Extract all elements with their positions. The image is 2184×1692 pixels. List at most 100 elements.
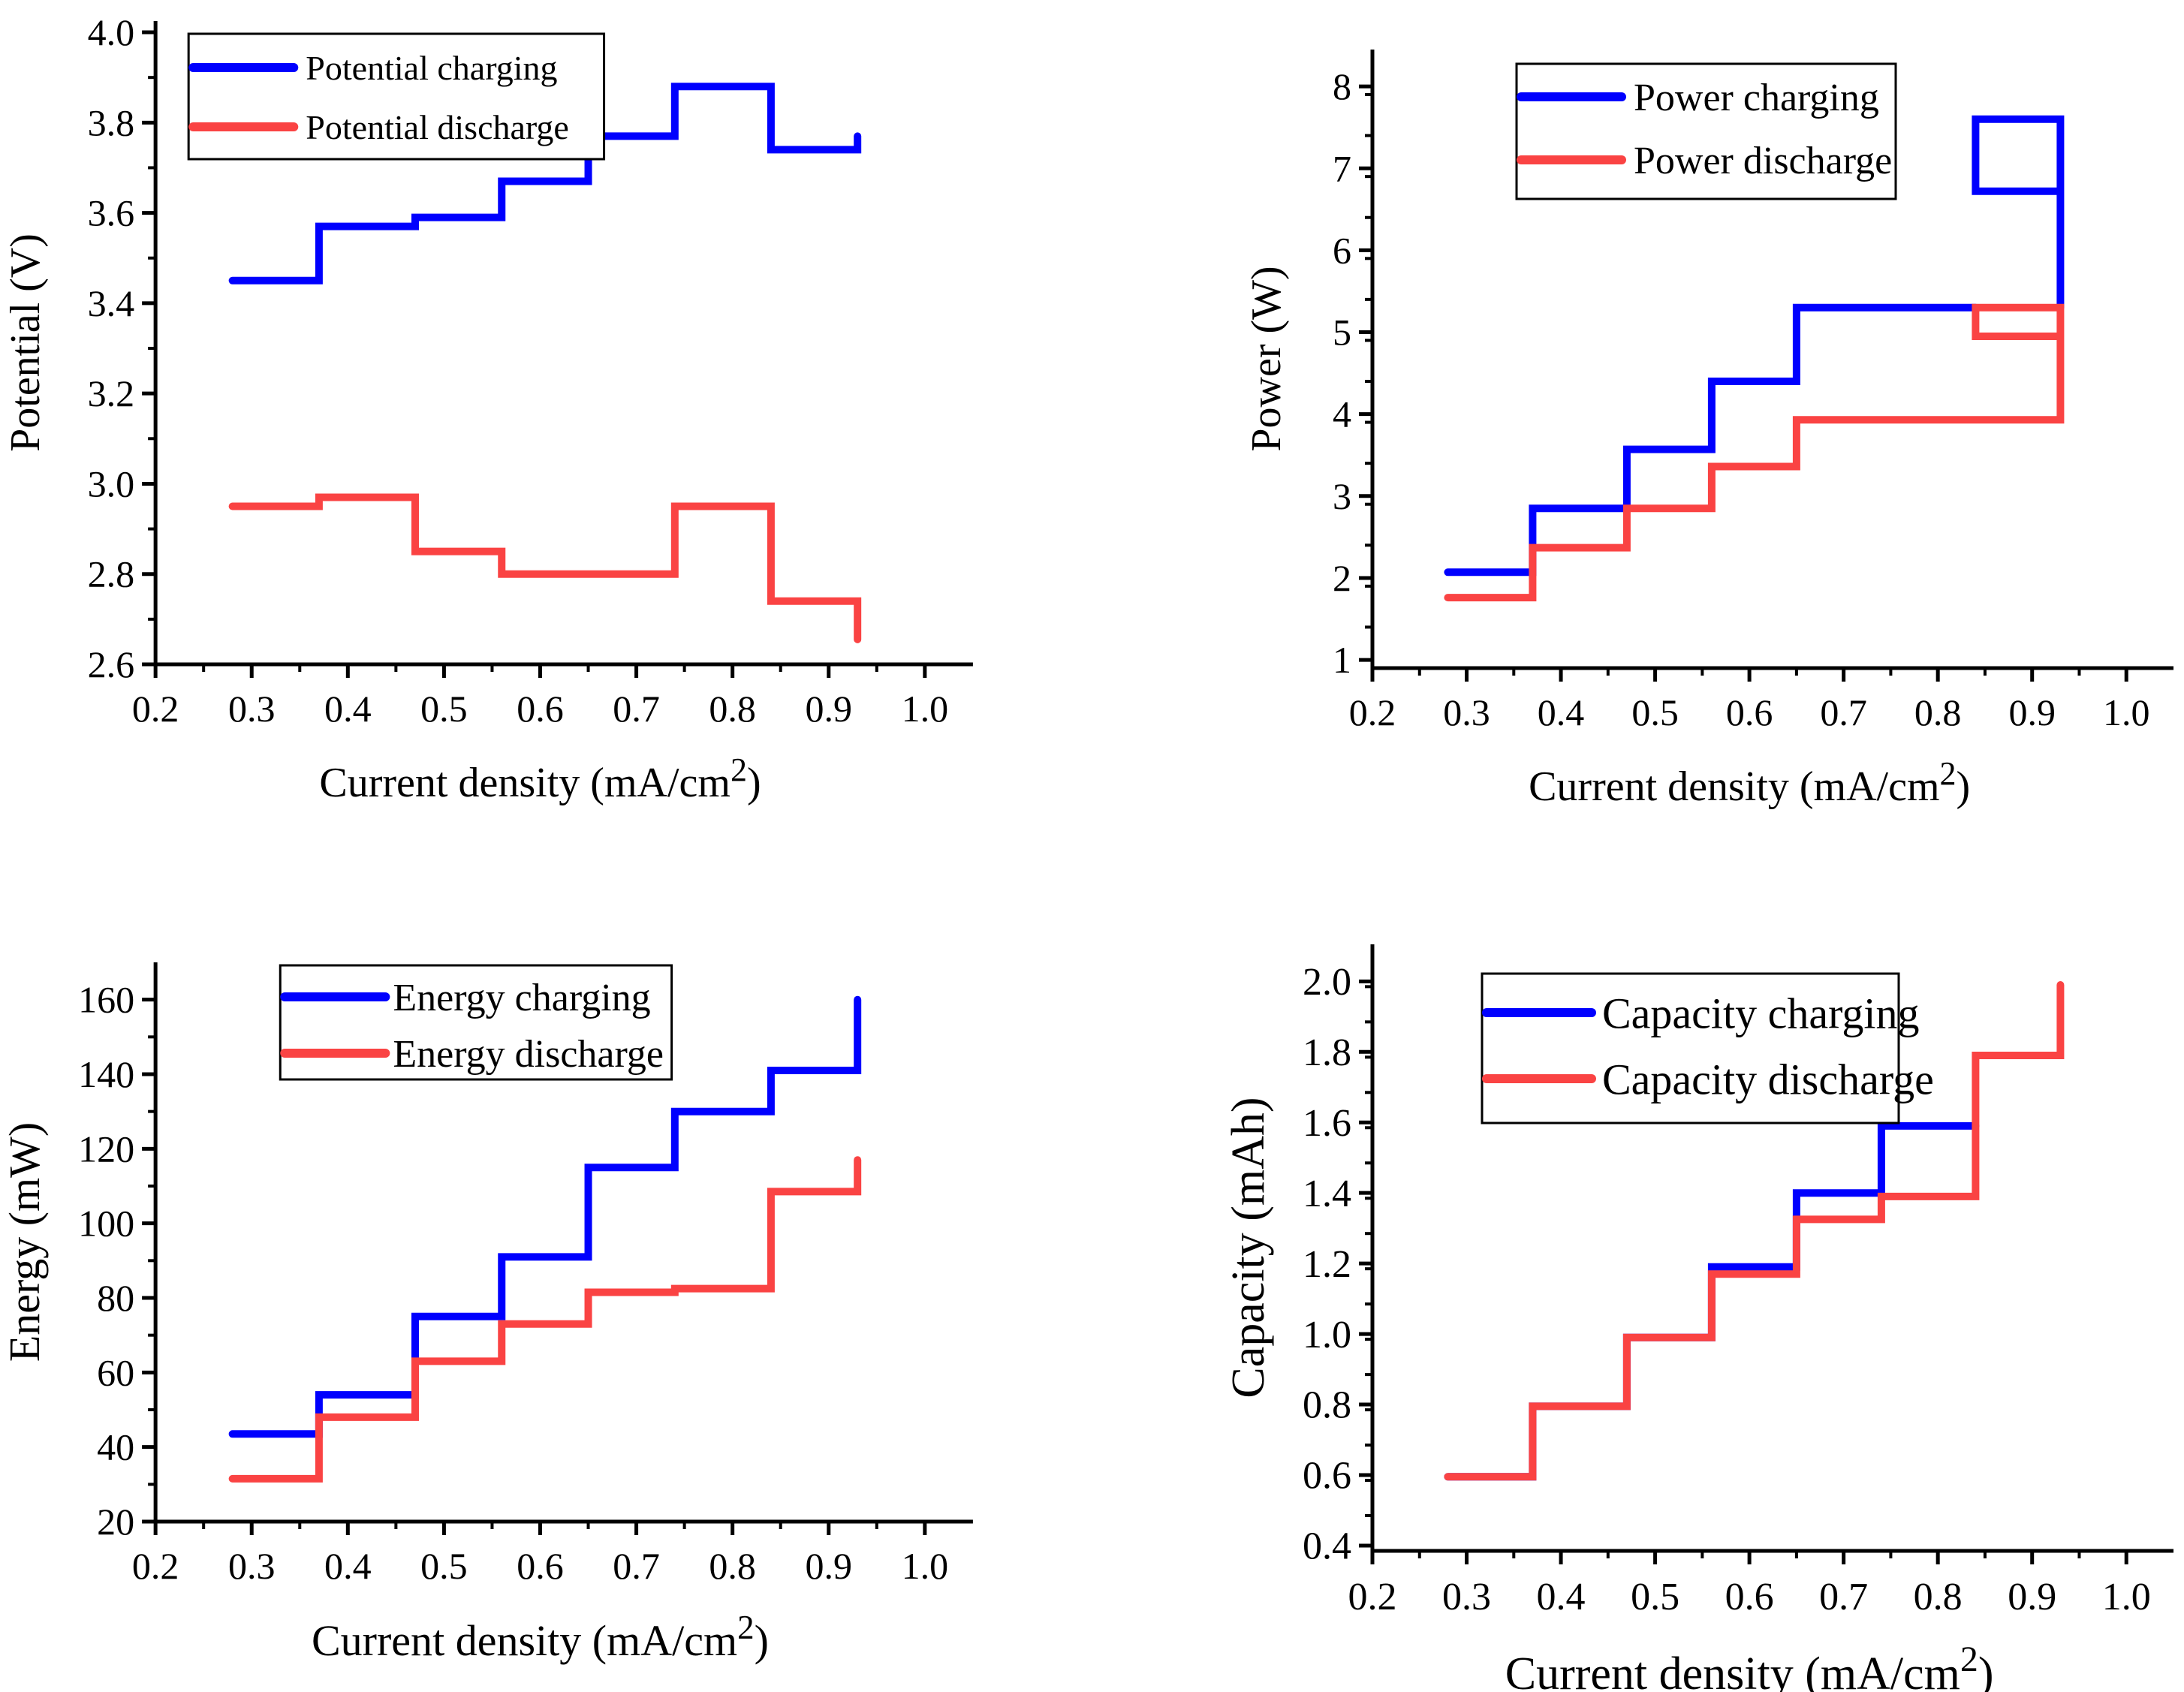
x-tick-label: 1.0 — [902, 1545, 949, 1587]
y-tick-label: 7 — [1333, 147, 1351, 189]
x-axis-title: Current density (mA/cm2) — [312, 1609, 769, 1665]
series-line-energy-discharge — [228, 1156, 862, 1483]
y-tick-label: 4 — [1333, 393, 1351, 435]
y-tick-label: 0.8 — [1303, 1384, 1351, 1427]
y-tick-label: 3.6 — [88, 192, 135, 234]
chart-energy: 0.2 0.3 0.4 0.5 0.6 0.7 0.8 0.9 1.0 20 40 60 80 100 12… — [0, 962, 973, 1665]
y-axis-title: Potential (V) — [2, 233, 49, 452]
series-line-potential-charging — [228, 83, 862, 285]
legend-box — [1481, 972, 1900, 1124]
y-tick-label: 80 — [97, 1277, 134, 1319]
x-tick-label: 0.7 — [1820, 691, 1867, 733]
y-tick-label: 3.8 — [88, 101, 135, 143]
chart-cell-capacity: 0.2 0.3 0.4 0.5 0.6 0.7 0.8 0.9 1.0 0.4 0.6 0.8 1.0 1… — [1092, 846, 2184, 1692]
x-tick-label: 0.6 — [1725, 1576, 1774, 1618]
legend-label: Capacity discharge — [1602, 1055, 1934, 1103]
y-tick-label: 6 — [1333, 229, 1351, 271]
chart-cell-power: 0.2 0.3 0.4 0.5 0.6 0.7 0.8 0.9 1.0 1 2 3 4 5 6 7 8 Power… — [1092, 0, 2184, 846]
chart-capacity: 0.2 0.3 0.4 0.5 0.6 0.7 0.8 0.9 1.0 0.4 0.6 0.8 1.0 1… — [1223, 944, 2173, 1692]
x-tick-label: 0.7 — [1819, 1576, 1868, 1618]
x-tick-label: 0.4 — [324, 688, 372, 730]
series-line-energy-charging — [228, 995, 862, 1438]
series-line-capacity-discharge — [1444, 981, 2065, 1481]
x-tick-label: 0.2 — [1349, 691, 1396, 733]
x-tick-label: 0.4 — [1537, 1576, 1586, 1618]
legend-label: Power charging — [1634, 77, 1879, 119]
y-tick-label: 20 — [97, 1501, 134, 1543]
x-tick-label: 0.9 — [2008, 691, 2056, 733]
legend-label: Energy charging — [393, 977, 650, 1019]
x-tick-label: 0.6 — [517, 688, 564, 730]
x-tick-label: 0.8 — [1914, 1576, 1963, 1618]
y-tick-label: 100 — [78, 1203, 134, 1245]
x-tick-label: 1.0 — [2103, 691, 2150, 733]
y-tick-label: 2.8 — [88, 553, 135, 595]
y-tick-label: 2.6 — [88, 643, 135, 685]
legend-label: Power discharge — [1634, 140, 1892, 182]
x-tick-label: 0.9 — [2008, 1576, 2056, 1618]
y-tick-label: 3 — [1333, 475, 1351, 517]
x-tick-label: 0.3 — [228, 1545, 276, 1587]
chart-cell-potential: 0.2 0.3 0.4 0.5 0.6 0.7 0.8 0.9 1.0 2.6 2.8 3.0 3.2 3… — [0, 0, 1092, 846]
x-axis-title: Current density (mA/cm2) — [1529, 755, 1970, 810]
x-tick-label: 0.3 — [1443, 691, 1490, 733]
series-line-potential-discharge — [228, 493, 862, 643]
legend-label: Capacity charging — [1602, 989, 1920, 1037]
x-tick-label: 1.0 — [2102, 1576, 2151, 1618]
legend-label: Potential charging — [306, 49, 557, 87]
y-tick-label: 140 — [78, 1053, 134, 1095]
x-tick-label: 0.5 — [1631, 1576, 1679, 1618]
x-tick-label: 0.6 — [1726, 691, 1773, 733]
y-tick-label: 3.0 — [88, 462, 135, 504]
series-line-power-discharge — [1444, 303, 2065, 602]
y-tick-label: 2.0 — [1303, 961, 1351, 1004]
x-tick-label: 0.4 — [324, 1545, 372, 1587]
y-tick-label: 1.4 — [1303, 1173, 1351, 1215]
y-axis-title: Energy (mW) — [0, 1122, 49, 1362]
x-tick-label: 1.0 — [902, 688, 949, 730]
y-tick-label: 160 — [78, 979, 134, 1021]
y-tick-label: 5 — [1333, 312, 1351, 354]
y-tick-label: 3.2 — [88, 372, 135, 414]
legend-box — [1515, 62, 1897, 200]
x-tick-label: 0.9 — [805, 1545, 852, 1587]
y-tick-label: 1.2 — [1303, 1243, 1351, 1286]
y-tick-label: 2 — [1333, 557, 1351, 599]
chart-cell-energy: 0.2 0.3 0.4 0.5 0.6 0.7 0.8 0.9 1.0 20 40 60 80 100 12… — [0, 846, 1092, 1692]
x-tick-label: 0.8 — [709, 688, 756, 730]
x-tick-label: 0.3 — [1442, 1576, 1491, 1618]
y-tick-label: 0.6 — [1303, 1455, 1351, 1498]
x-tick-label: 0.6 — [517, 1545, 564, 1587]
y-tick-label: 3.4 — [88, 282, 135, 324]
x-tick-label: 0.5 — [1631, 691, 1679, 733]
chart-potential: 0.2 0.3 0.4 0.5 0.6 0.7 0.8 0.9 1.0 2.6 2.8 3.0 3.2 3… — [2, 11, 973, 806]
x-tick-label: 0.5 — [420, 1545, 468, 1587]
x-tick-label: 0.3 — [228, 688, 276, 730]
x-tick-label: 0.2 — [132, 1545, 179, 1587]
y-tick-label: 8 — [1333, 65, 1351, 107]
x-tick-label: 0.2 — [132, 688, 179, 730]
legend-box — [279, 964, 673, 1081]
legend-label: Potential discharge — [306, 108, 569, 146]
y-tick-label: 40 — [97, 1426, 134, 1468]
y-tick-label: 1.8 — [1303, 1031, 1351, 1074]
x-tick-label: 0.8 — [1914, 691, 1962, 733]
x-tick-label: 0.2 — [1348, 1576, 1397, 1618]
y-tick-label: 1.0 — [1303, 1314, 1351, 1356]
y-axis-title: Power (W) — [1243, 266, 1290, 451]
x-tick-label: 0.7 — [613, 1545, 660, 1587]
y-axis-title: Capacity (mAh) — [1223, 1097, 1274, 1398]
chart-power: 0.2 0.3 0.4 0.5 0.6 0.7 0.8 0.9 1.0 1 2 3 4 5 6 7 8 Power… — [1243, 50, 2173, 810]
y-tick-label: 1.6 — [1303, 1102, 1351, 1145]
series-line-power-charging — [1444, 303, 1980, 577]
series-line-power-charging — [1972, 115, 2065, 312]
x-tick-label: 0.7 — [613, 688, 660, 730]
y-tick-label: 1 — [1333, 639, 1351, 681]
x-axis-title: Current density (mA/cm2) — [319, 751, 761, 806]
y-tick-label: 0.4 — [1303, 1525, 1351, 1568]
y-tick-label: 60 — [97, 1351, 134, 1393]
legend-label: Energy discharge — [393, 1033, 664, 1076]
x-tick-label: 0.5 — [420, 688, 468, 730]
y-tick-label: 4.0 — [88, 11, 135, 53]
